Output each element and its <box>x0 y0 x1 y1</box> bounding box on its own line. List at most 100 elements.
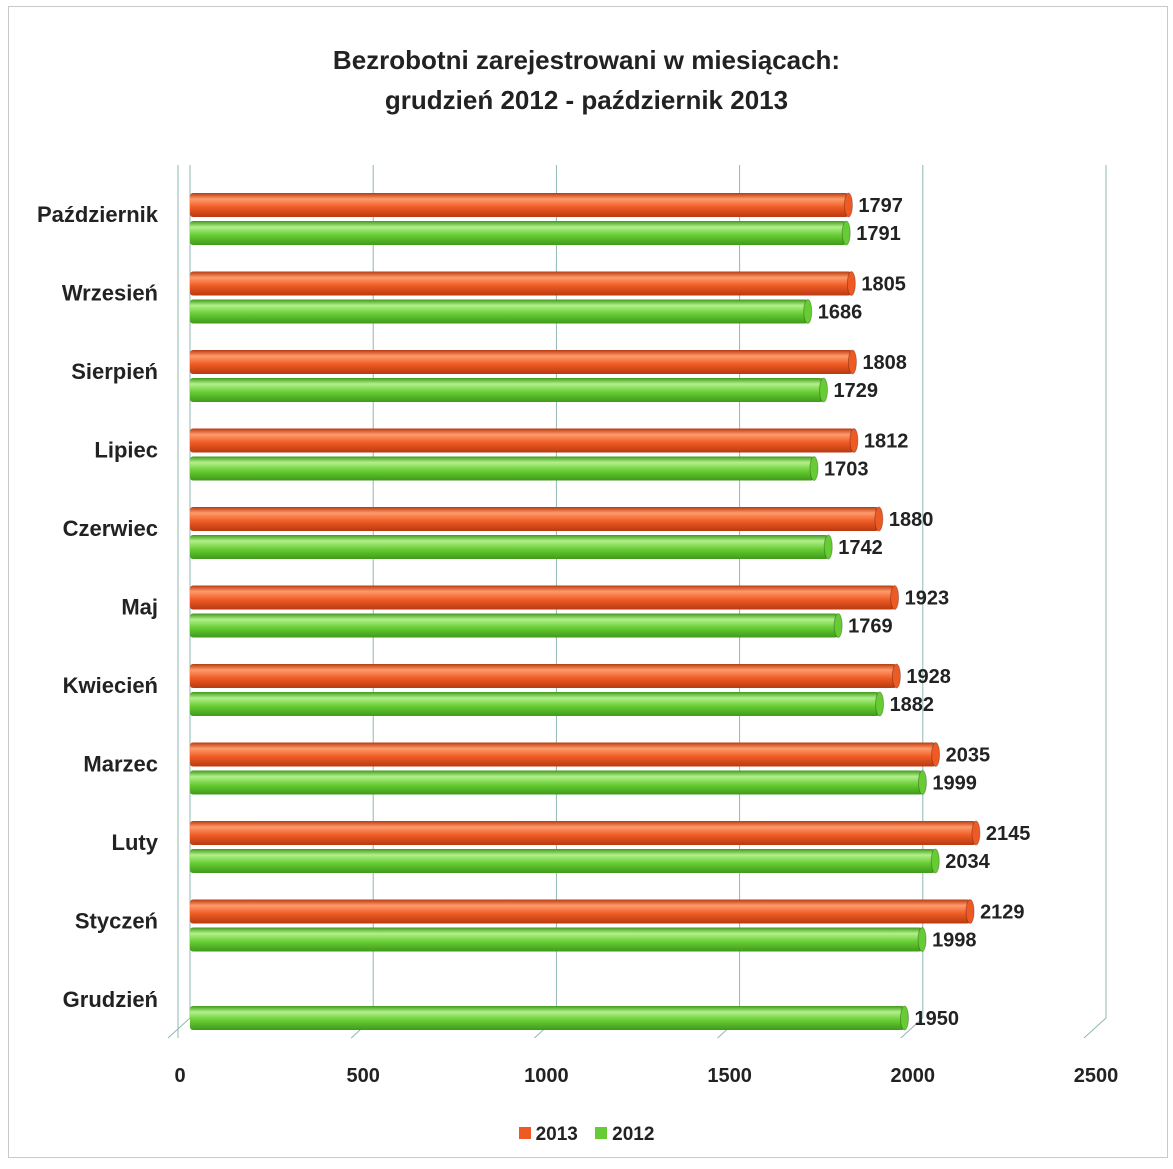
bar-2012-0 <box>190 220 851 246</box>
value-label-2012-8: 2034 <box>945 851 990 873</box>
value-label-2013-9: 2129 <box>980 902 1025 924</box>
bar-2013-4 <box>190 506 884 532</box>
value-label-2012-5: 1769 <box>848 616 893 638</box>
bar-2012-9 <box>190 927 927 952</box>
value-label-2013-3: 1812 <box>864 431 909 453</box>
x-tick-label-1500: 1500 <box>707 1065 752 1087</box>
bar-body-2013-0 <box>190 193 849 217</box>
bar-2013-3 <box>190 428 859 453</box>
bar-cap-2013-0 <box>843 192 853 218</box>
bar-2012-4 <box>190 534 833 560</box>
category-label-3: Lipiec <box>94 438 158 463</box>
category-label-9: Styczeń <box>75 909 158 934</box>
bar-2013-2 <box>190 349 857 375</box>
value-label-2013-6: 1928 <box>906 666 951 688</box>
gridline-floor-2500 <box>1083 1017 1107 1039</box>
value-label-2012-0: 1791 <box>856 223 901 245</box>
x-tick-label-0: 0 <box>174 1065 185 1087</box>
category-label-8: Luty <box>112 830 159 855</box>
bar-cap-2012-6 <box>875 691 885 717</box>
value-label-2012-2: 1729 <box>834 380 879 402</box>
bar-body-2012-9 <box>190 927 923 952</box>
legend-item-2013: 2013 <box>518 1124 578 1146</box>
bar-body-2012-8 <box>190 849 936 873</box>
gridline-floor-0 <box>167 1017 191 1039</box>
bar-cap-2013-3 <box>849 428 859 453</box>
bar-body-2013-6 <box>190 664 897 688</box>
bar-2012-3 <box>190 456 819 481</box>
bar-body-2012-2 <box>190 378 824 402</box>
value-label-2012-10: 1950 <box>914 1008 959 1030</box>
bar-cap-2013-4 <box>874 506 884 532</box>
bar-body-2012-6 <box>190 692 880 716</box>
legend-label-2013: 2013 <box>535 1124 578 1145</box>
category-label-10: Grudzień <box>63 987 158 1012</box>
category-label-5: Maj <box>121 595 158 620</box>
bar-cap-2012-5 <box>833 613 843 638</box>
bar-cap-2012-9 <box>917 927 927 952</box>
bar-cap-2012-3 <box>809 456 819 481</box>
bar-2012-5 <box>190 613 843 638</box>
bar-cap-2012-7 <box>917 770 927 795</box>
bar-2012-6 <box>190 691 885 717</box>
bar-cap-2013-1 <box>846 271 856 296</box>
x-tick-label-2500: 2500 <box>1074 1065 1119 1087</box>
bars-layer <box>190 192 981 1031</box>
bar-cap-2012-1 <box>803 299 813 324</box>
bar-body-2013-8 <box>190 821 976 845</box>
category-label-7: Marzec <box>83 752 158 777</box>
bar-2012-8 <box>190 848 940 874</box>
value-label-2013-5: 1923 <box>905 588 950 610</box>
bar-cap-2013-7 <box>931 742 941 767</box>
bar-cap-2013-5 <box>890 585 900 610</box>
bar-cap-2013-2 <box>847 349 857 375</box>
bar-2013-1 <box>190 271 856 296</box>
bar-body-2012-10 <box>190 1006 905 1030</box>
category-label-0: Październik <box>37 202 159 227</box>
value-label-2013-1: 1805 <box>861 274 906 296</box>
bar-cap-2013-9 <box>965 899 975 924</box>
bar-2013-8 <box>190 820 981 846</box>
legend-swatch-2013 <box>518 1127 531 1139</box>
value-label-2013-8: 2145 <box>986 823 1031 845</box>
legend-swatch-2012 <box>595 1127 608 1139</box>
bar-body-2012-0 <box>190 221 847 245</box>
value-label-2012-4: 1742 <box>838 537 883 559</box>
bar-2012-2 <box>190 377 829 403</box>
bar-2013-9 <box>190 899 975 924</box>
bar-cap-2012-0 <box>841 220 851 246</box>
bar-2012-7 <box>190 770 927 795</box>
value-label-2012-1: 1686 <box>818 302 863 324</box>
bar-cap-2012-8 <box>930 848 940 874</box>
bar-body-2013-7 <box>190 742 936 767</box>
category-label-2: Sierpień <box>71 359 158 384</box>
bar-body-2012-5 <box>190 613 839 638</box>
x-tick-label-1000: 1000 <box>524 1065 569 1087</box>
bar-2013-6 <box>190 663 901 689</box>
bar-body-2013-3 <box>190 428 854 453</box>
value-label-2012-7: 1999 <box>932 773 977 795</box>
bar-2012-10 <box>190 1005 909 1031</box>
bar-cap-2013-8 <box>971 820 981 846</box>
bar-cap-2012-2 <box>819 377 829 403</box>
legend-item-2012: 2012 <box>595 1124 654 1146</box>
bar-2012-1 <box>190 299 813 324</box>
value-label-2012-6: 1882 <box>890 694 935 716</box>
value-label-2013-2: 1808 <box>862 352 907 374</box>
value-label-2012-9: 1998 <box>932 930 977 952</box>
bar-body-2012-1 <box>190 299 808 324</box>
gridline-floor-2000 <box>900 1017 924 1039</box>
value-label-2013-7: 2035 <box>946 745 991 767</box>
bar-body-2012-4 <box>190 535 829 559</box>
bar-cap-2012-4 <box>823 534 833 560</box>
bar-cap-2013-6 <box>891 663 901 689</box>
bar-2013-5 <box>190 585 900 610</box>
category-label-4: Czerwiec <box>63 516 158 541</box>
legend: 2013 2012 <box>0 1124 1173 1146</box>
bar-body-2012-7 <box>190 770 923 795</box>
chart-title: Bezrobotni zarejestrowani w miesiącach: … <box>0 40 1173 120</box>
legend-label-2012: 2012 <box>612 1124 655 1145</box>
value-label-2013-4: 1880 <box>889 509 934 531</box>
bar-body-2013-2 <box>190 350 853 374</box>
